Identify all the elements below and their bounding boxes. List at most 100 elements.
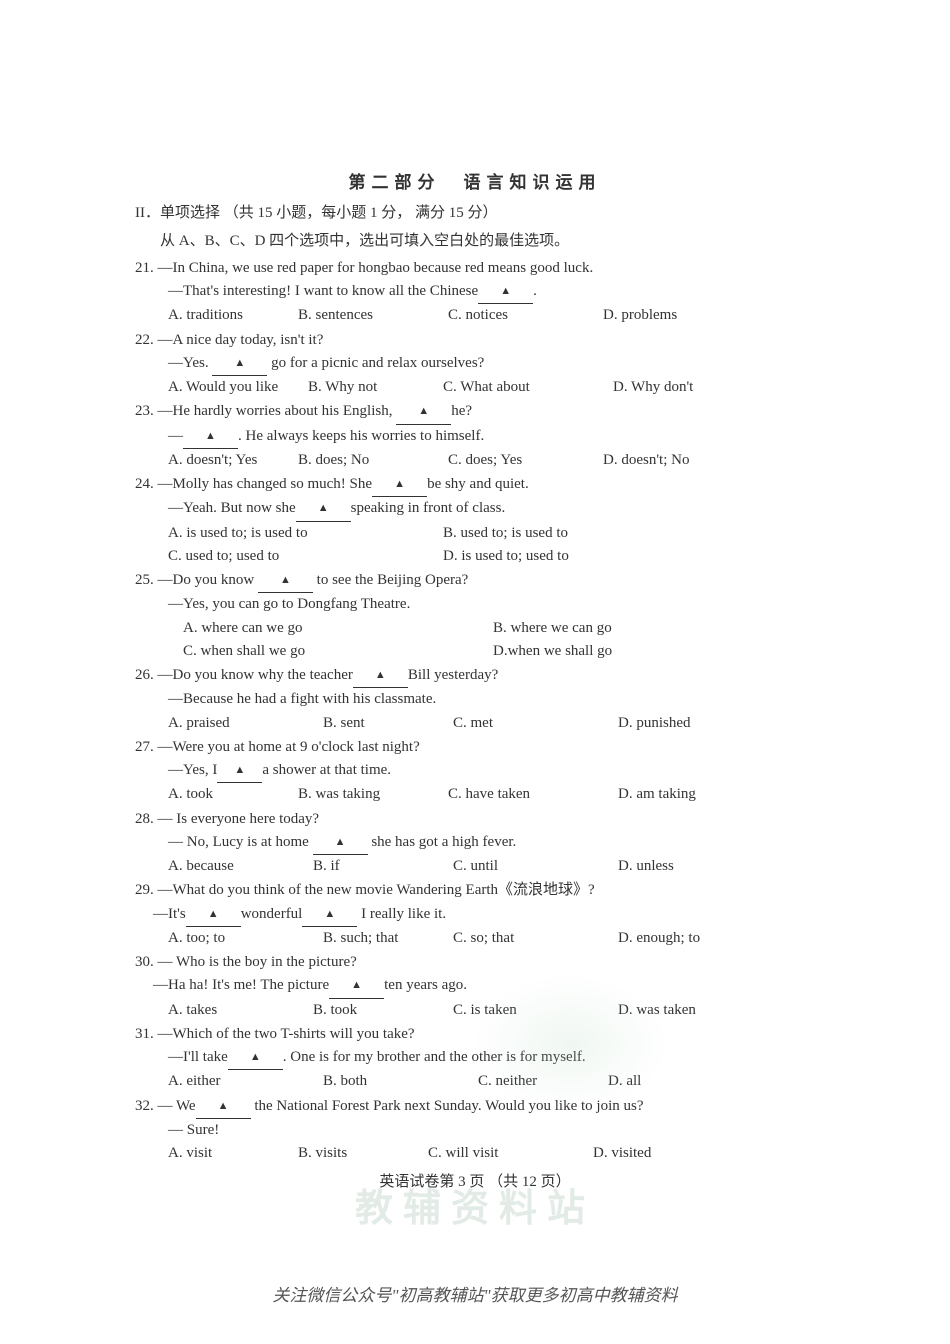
question-21: 21. —In China, we use red paper for hong… [135, 257, 815, 328]
blank-fill: ▲ [396, 400, 451, 424]
q-number: 21. [135, 260, 154, 276]
q27-l2-pre: —Yes, I [168, 762, 217, 778]
q21-line1: —In China, we use red paper for hongbao … [158, 260, 594, 276]
q23-l1-pre: —He hardly worries about his English, [158, 403, 397, 419]
option-c: C. neither [478, 1070, 608, 1093]
q24-l1-post: be shy and quiet. [427, 476, 529, 492]
option-a: A. praised [168, 712, 323, 735]
q28-line1: — Is everyone here today? [158, 811, 320, 827]
blank-fill: ▲ [196, 1095, 251, 1119]
q25-options-r2: C. when shall we go D.when we shall go [183, 640, 815, 663]
option-b: B. both [323, 1070, 478, 1093]
blank-fill: ▲ [313, 831, 368, 855]
q29-line1: —What do you think of the new movie Wand… [158, 882, 595, 898]
option-d: D. all [608, 1070, 641, 1093]
q-number: 26. [135, 667, 154, 683]
q-number: 28. [135, 811, 154, 827]
blank-fill: ▲ [258, 569, 313, 593]
q26-l1-pre: —Do you know why the teacher [158, 667, 353, 683]
option-b: B. such; that [323, 927, 453, 950]
q29-l2-mid: wonderful [241, 906, 303, 922]
question-32: 32. — We▲ the National Forest Park next … [135, 1095, 815, 1166]
q30-line1: — Who is the boy in the picture? [158, 954, 357, 970]
q32-line2: — Sure! [168, 1119, 815, 1142]
option-a: A. where can we go [183, 617, 493, 640]
q30-l2-pre: —Ha ha! It's me! The picture [153, 977, 329, 993]
q30-options: A. takes B. took C. is taken D. was take… [168, 999, 815, 1022]
option-b: B. Why not [308, 376, 443, 399]
option-d: D. doesn't; No [603, 449, 689, 472]
option-a: A. because [168, 855, 313, 878]
q27-l2-post: a shower at that time. [262, 762, 391, 778]
q26-line2: —Because he had a fight with his classma… [168, 688, 815, 711]
q31-l2-pre: —I'll take [168, 1049, 228, 1065]
q22-line2-post: go for a picnic and relax ourselves? [267, 355, 484, 371]
option-c: C. is taken [453, 999, 618, 1022]
option-a: A. Would you like [168, 376, 308, 399]
instruction: 从 A、B、C、D 四个选项中，选出可填入空白处的最佳选项。 [160, 230, 815, 253]
section-header: II．单项选择 （共 15 小题，每小题 1 分， 满分 15 分） [135, 202, 815, 225]
q29-l2-pre: —It's [153, 906, 186, 922]
page-footer: 英语试卷第 3 页 （共 12 页） [135, 1171, 815, 1194]
q26-l1-post: Bill yesterday? [408, 667, 498, 683]
q-number: 30. [135, 954, 154, 970]
question-27: 27. —Were you at home at 9 o'clock last … [135, 736, 815, 807]
q31-line1: —Which of the two T-shirts will you take… [158, 1026, 415, 1042]
option-c: C. used to; used to [168, 545, 443, 568]
q-number: 24. [135, 476, 154, 492]
q24-options-r1: A. is used to; is used to B. used to; is… [168, 522, 815, 545]
option-d: D. am taking [618, 783, 696, 806]
question-30: 30. — Who is the boy in the picture? —Ha… [135, 951, 815, 1022]
blank-fill: ▲ [217, 759, 262, 783]
q22-options: A. Would you like B. Why not C. What abo… [168, 376, 815, 399]
q28-l2-post: she has got a high fever. [368, 834, 517, 850]
option-b: B. visits [298, 1142, 428, 1165]
blank-fill: ▲ [329, 974, 384, 998]
option-c: C. until [453, 855, 618, 878]
q27-line1: —Were you at home at 9 o'clock last nigh… [158, 739, 420, 755]
q26-options: A. praised B. sent C. met D. punished [168, 712, 815, 735]
option-a: A. takes [168, 999, 313, 1022]
option-c: C. so; that [453, 927, 618, 950]
option-b: B. if [313, 855, 453, 878]
option-b: B. was taking [298, 783, 448, 806]
option-b: B. sent [323, 712, 453, 735]
question-22: 22. —A nice day today, isn't it? —Yes. ▲… [135, 329, 815, 400]
q25-l1-post: to see the Beijing Opera? [313, 572, 468, 588]
q29-l2-post: I really like it. [357, 906, 446, 922]
q21-line2-post: . [533, 283, 537, 299]
question-28: 28. — Is everyone here today? — No, Lucy… [135, 808, 815, 879]
option-b: B. where we can go [493, 617, 612, 640]
q22-line2-pre: —Yes. [168, 355, 212, 371]
q21-options: A. traditions B. sentences C. notices D.… [168, 304, 815, 327]
option-a: A. visit [168, 1142, 298, 1165]
q28-l2-pre: — No, Lucy is at home [168, 834, 313, 850]
q31-options: A. either B. both C. neither D. all [168, 1070, 815, 1093]
q21-line2-pre: —That's interesting! I want to know all … [168, 283, 478, 299]
section-title: 第二部分 语言知识运用 [135, 170, 815, 196]
q30-l2-post: ten years ago. [384, 977, 467, 993]
option-d: D. problems [603, 304, 677, 327]
option-c: C. have taken [448, 783, 618, 806]
q32-l1-post: the National Forest Park next Sunday. Wo… [251, 1098, 644, 1114]
question-26: 26. —Do you know why the teacher▲Bill ye… [135, 664, 815, 735]
option-a: A. too; to [168, 927, 323, 950]
blank-fill: ▲ [478, 280, 533, 304]
q25-l1-pre: —Do you know [158, 572, 258, 588]
option-d: D. is used to; used to [443, 545, 569, 568]
q25-options-r1: A. where can we go B. where we can go [183, 617, 815, 640]
q31-l2-post: . One is for my brother and the other is… [283, 1049, 586, 1065]
q-number: 32. [135, 1098, 154, 1114]
blank-fill: ▲ [212, 352, 267, 376]
q28-options: A. because B. if C. until D. unless [168, 855, 815, 878]
option-b: B. does; No [298, 449, 448, 472]
option-d: D. punished [618, 712, 691, 735]
bottom-promo-note: 关注微信公众号"初高教辅站"获取更多初高中教辅资料 [0, 1283, 950, 1309]
q-number: 23. [135, 403, 154, 419]
blank-fill: ▲ [183, 425, 238, 449]
question-31: 31. —Which of the two T-shirts will you … [135, 1023, 815, 1094]
option-d: D. was taken [618, 999, 696, 1022]
option-c: C. notices [448, 304, 603, 327]
question-25: 25. —Do you know ▲ to see the Beijing Op… [135, 569, 815, 663]
option-a: A. doesn't; Yes [168, 449, 298, 472]
